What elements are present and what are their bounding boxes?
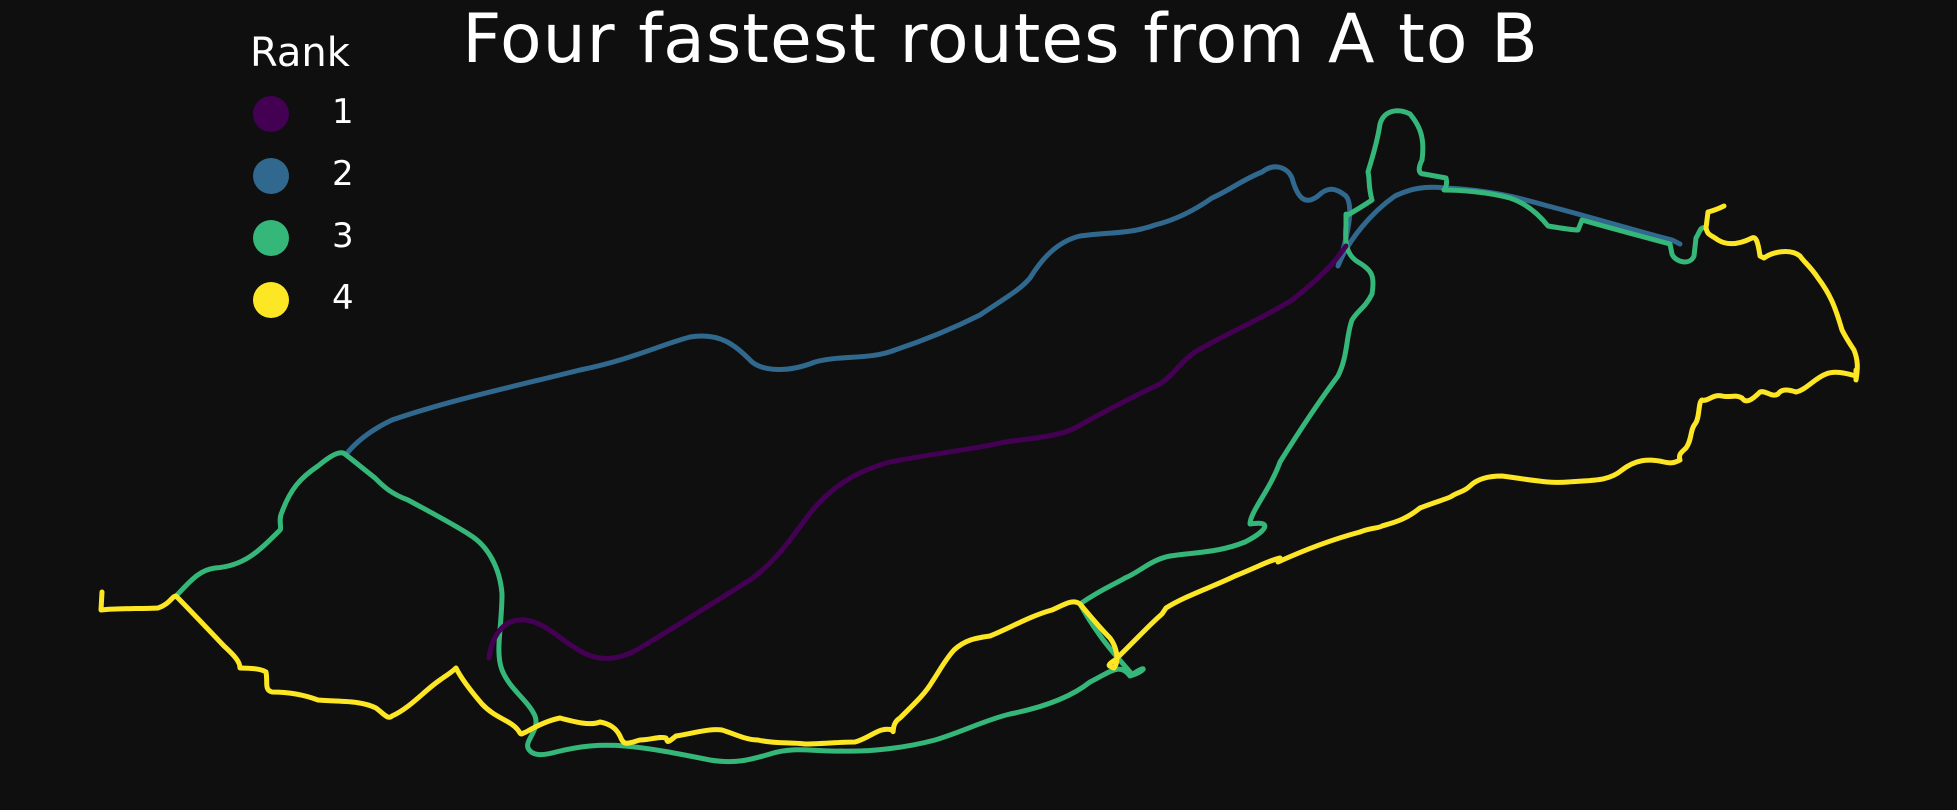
legend-item-rank-2: 2 [240,144,380,206]
legend-swatch-rank-4 [253,282,289,318]
legend-label-rank-2: 2 [332,154,354,194]
legend-label-rank-1: 1 [332,92,354,132]
legend-item-rank-1: 1 [240,82,380,144]
map-title: Four fastest routes from A to B [0,0,1957,80]
legend-item-rank-4: 4 [240,268,380,330]
legend-label-rank-4: 4 [332,278,354,318]
legend-title: Rank [250,30,350,76]
rank-legend: Rank 1 2 3 4 [240,28,380,330]
route-rank-4 [98,203,1860,747]
legend-swatch-rank-1 [253,96,289,132]
map-title-text: Four fastest routes from A to B [462,0,1539,79]
route-rank-1 [486,243,1349,661]
legend-item-rank-3: 3 [240,206,380,268]
route-rank-2 [345,164,1683,455]
legend-swatch-rank-2 [253,158,289,194]
legend-swatch-rank-3 [253,220,289,256]
legend-label-rank-3: 3 [332,216,354,256]
